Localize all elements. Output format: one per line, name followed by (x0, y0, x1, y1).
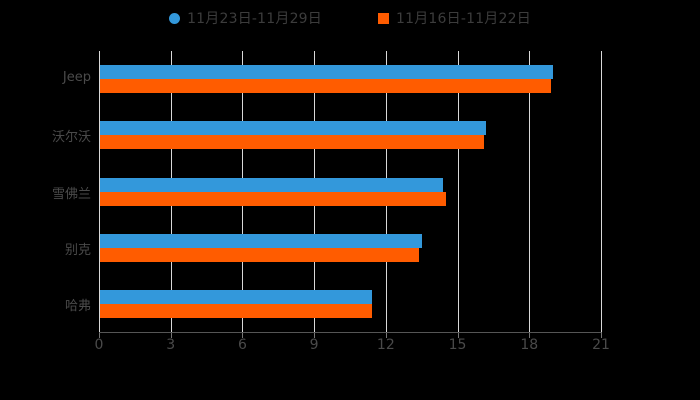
bar[interactable] (99, 303, 372, 318)
x-axis-tick-21 (601, 332, 602, 338)
bar[interactable] (99, 233, 422, 248)
legend-item-0[interactable]: 11月23日-11月29日 (169, 8, 322, 28)
legend-label: 11月16日-11月22日 (396, 11, 531, 27)
y-axis-label-0: Jeep (62, 70, 91, 86)
x-axis-label-6: 18 (520, 337, 539, 353)
bar[interactable] (99, 65, 554, 80)
y-axis-label-3: 别克 (64, 242, 91, 258)
x-axis-label-3: 9 (309, 337, 319, 353)
bar[interactable] (99, 79, 551, 94)
legend-marker-circle-icon (169, 12, 181, 24)
x-axis-label-0: 0 (94, 337, 104, 353)
bar-group (99, 65, 601, 94)
legend-marker-square-icon (378, 12, 389, 24)
bar-group (99, 233, 601, 262)
x-axis-tick-9 (314, 332, 316, 338)
x-axis-label-7: 21 (592, 337, 610, 353)
x-axis-tick-3 (170, 332, 172, 338)
x-axis-tick-18 (529, 332, 531, 338)
bar-group (99, 177, 601, 206)
x-axis-tick-6 (242, 332, 244, 338)
x-axis-line (99, 332, 601, 333)
legend-label: 11月23日-11月29日 (187, 11, 322, 27)
y-axis-label-1: 沃尔沃 (51, 130, 91, 146)
bar[interactable] (99, 247, 420, 262)
bar[interactable] (99, 191, 446, 206)
x-axis-tick-0 (99, 332, 100, 338)
bar-group (99, 289, 601, 318)
x-axis-tick-15 (457, 332, 459, 338)
gridline-15 (457, 51, 459, 332)
bar[interactable] (99, 135, 484, 150)
gridline-21 (601, 51, 602, 332)
bar[interactable] (99, 121, 487, 136)
y-axis-label-2: 雪佛兰 (51, 186, 91, 202)
bar[interactable] (99, 289, 372, 304)
bar-group (99, 121, 601, 150)
bar[interactable] (99, 177, 444, 192)
x-axis-label-4: 12 (376, 337, 395, 353)
plot-area (99, 51, 602, 333)
gridline-18 (529, 51, 531, 332)
y-axis-line (99, 51, 100, 332)
chart-legend: 11月23日-11月29日 11月16日-11月22日 (0, 8, 700, 28)
legend-item-1[interactable]: 11月16日-11月22日 (378, 8, 531, 28)
x-axis-label-2: 6 (237, 337, 247, 353)
x-axis-label-1: 3 (166, 337, 176, 353)
y-axis-label-4: 哈弗 (64, 298, 91, 314)
x-axis-label-5: 15 (448, 337, 467, 353)
x-axis-tick-12 (385, 332, 387, 338)
